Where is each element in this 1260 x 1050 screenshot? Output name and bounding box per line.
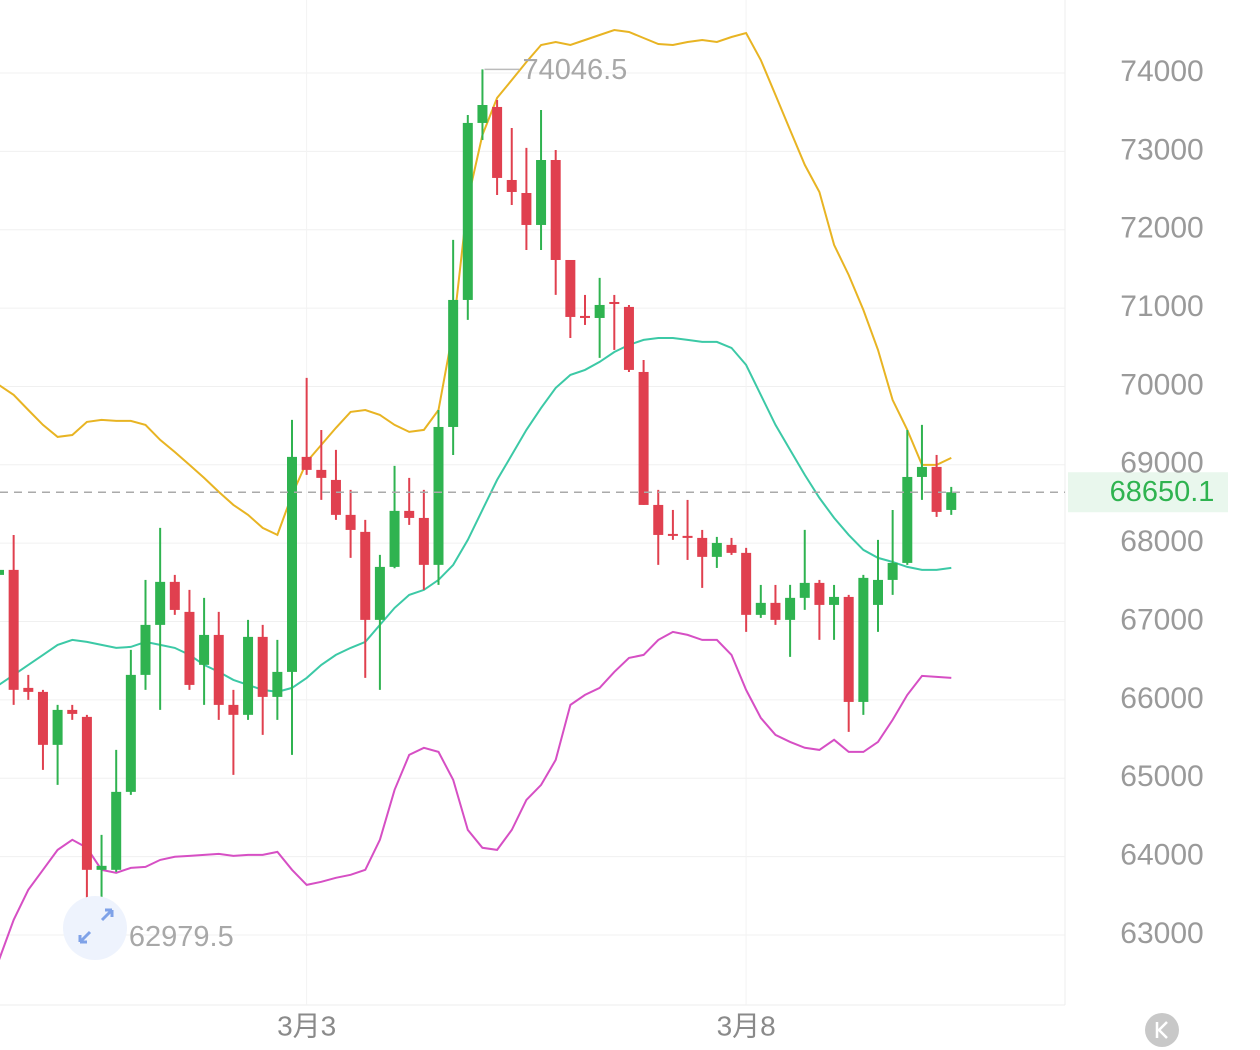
- candle-body: [506, 179, 517, 192]
- candle-body: [96, 865, 107, 870]
- kline-button[interactable]: [1145, 1013, 1179, 1047]
- bands: [0, 28, 952, 961]
- candle-body: [257, 636, 268, 697]
- candle-body: [770, 602, 781, 620]
- candle-body: [536, 160, 547, 225]
- candle-body: [23, 687, 34, 692]
- candle-body: [81, 716, 92, 870]
- candle-body: [785, 597, 796, 620]
- y-tick-label: 69000: [1120, 447, 1203, 480]
- candle-body: [433, 426, 444, 565]
- candle-body: [37, 691, 48, 745]
- candle-body: [345, 514, 356, 530]
- x-tick-label: 3月3: [277, 1010, 336, 1041]
- band-line: [0, 28, 952, 537]
- y-tick-label: 74000: [1120, 55, 1203, 88]
- grid: [0, 0, 1065, 1005]
- candle-body: [711, 542, 722, 557]
- candles: [0, 69, 957, 937]
- candle-body: [741, 552, 752, 615]
- x-tick-label: 3月8: [717, 1010, 776, 1041]
- candle-body: [858, 577, 869, 702]
- kline-icon[interactable]: [1155, 1021, 1168, 1039]
- expand-bg[interactable]: [63, 896, 127, 960]
- candle-body: [52, 709, 63, 745]
- candle-body: [609, 301, 620, 304]
- candle-body: [594, 304, 605, 318]
- candle-body: [404, 510, 415, 518]
- candle-body: [316, 469, 327, 478]
- candle-body: [697, 537, 708, 557]
- candle-body: [184, 611, 195, 685]
- candle-body: [125, 674, 136, 792]
- y-tick-label: 68000: [1120, 525, 1203, 558]
- candle-body: [287, 456, 297, 672]
- candle-body: [389, 510, 400, 567]
- annotations: 68650.1 74046.5 62979.5: [0, 54, 1228, 953]
- candle-body: [418, 517, 429, 565]
- candle-body: [814, 582, 825, 605]
- candle-body: [155, 581, 166, 625]
- y-tick-label: 70000: [1120, 368, 1203, 401]
- candle-body: [0, 569, 4, 575]
- candle-body: [462, 122, 473, 300]
- candle-body: [829, 596, 840, 605]
- y-tick-label: 73000: [1120, 133, 1203, 166]
- last-price-bg: [1068, 472, 1228, 513]
- y-tick-label: 71000: [1120, 290, 1203, 323]
- candle-body: [580, 315, 590, 318]
- candle-body: [902, 476, 913, 563]
- candle-body: [243, 636, 254, 715]
- last-price-label: 68650.1: [1110, 476, 1215, 508]
- candle-body: [8, 569, 19, 690]
- candle-body: [550, 160, 561, 260]
- band-line: [0, 630, 952, 961]
- y-tick-label: 64000: [1120, 839, 1203, 872]
- candle-body: [653, 504, 664, 535]
- max-label: 74046.5: [522, 54, 627, 86]
- kline-bg[interactable]: [1145, 1013, 1179, 1047]
- candle-body: [873, 579, 883, 605]
- candle-body: [887, 562, 898, 580]
- candle-body: [521, 192, 532, 225]
- candle-body: [360, 531, 371, 620]
- candle-body: [111, 791, 122, 870]
- candle-body: [623, 306, 634, 370]
- y-tick-label: 63000: [1120, 917, 1203, 950]
- candle-body: [916, 466, 927, 477]
- candle-body: [169, 581, 180, 610]
- candle-body: [667, 533, 678, 536]
- candle-body: [374, 566, 385, 620]
- candle-body: [755, 602, 766, 615]
- band-line: [0, 337, 952, 693]
- candle-body: [301, 456, 312, 470]
- candle-body: [140, 624, 151, 675]
- candle-body: [67, 709, 78, 714]
- candle-body: [726, 544, 737, 553]
- candle-body: [931, 466, 942, 512]
- candle-body: [228, 704, 239, 715]
- y-tick-label: 72000: [1120, 212, 1203, 245]
- candle-body: [638, 371, 649, 505]
- y-tick-label: 66000: [1120, 682, 1203, 715]
- candle-body: [799, 582, 810, 598]
- y-tick-label: 65000: [1120, 760, 1203, 793]
- candle-body: [213, 634, 224, 705]
- min-label: 62979.5: [129, 921, 234, 953]
- candle-body: [199, 634, 210, 665]
- candle-body: [565, 259, 576, 317]
- expand-button[interactable]: [63, 896, 127, 960]
- candle-body: [682, 535, 693, 538]
- candle-body: [477, 104, 488, 123]
- candle-body: [330, 479, 341, 515]
- expand-icon[interactable]: [78, 908, 114, 944]
- candle-body: [272, 671, 283, 697]
- candle-body: [492, 106, 503, 178]
- candle-body: [843, 596, 854, 702]
- candle-body: [946, 492, 957, 510]
- y-tick-label: 67000: [1120, 603, 1203, 636]
- candle-body: [448, 299, 459, 427]
